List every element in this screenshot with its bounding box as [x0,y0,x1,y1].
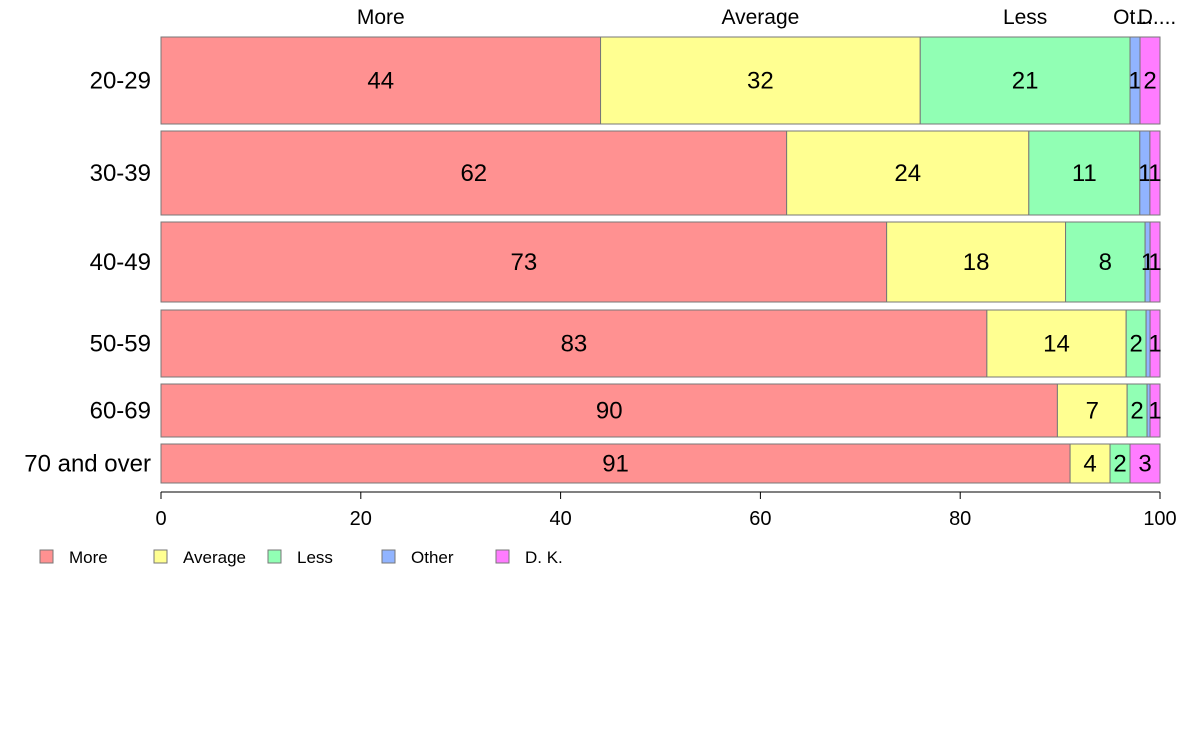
bar-d-k-50-59 [1149,309,1161,378]
top-label: D.... [1138,6,1177,29]
data-label: 8 [1099,249,1112,276]
category-labels: 20-29 30-39 40-49 50-59 60-69 70 and over [24,68,151,478]
data-label: 24 [894,160,921,187]
x-tick-label: 60 [749,508,771,530]
data-label: 18 [963,249,990,276]
data-label: 32 [747,68,774,95]
bar-less-40-49 [1065,221,1146,303]
bar-less-30-39 [1028,130,1141,216]
data-label: 4 [1083,451,1096,478]
data-label: 7 [1086,398,1099,425]
data-label: 44 [367,68,394,95]
legend-label: Less [297,548,333,567]
data-label: 1 [1148,249,1161,276]
legend: More Average Less Other D. K. [39,548,563,567]
data-label: 83 [561,331,588,358]
top-label: Average [721,6,799,29]
x-tick-label: 80 [949,508,971,530]
x-tick-label: 20 [350,508,372,530]
top-label: Less [1003,6,1047,29]
category-label: 20-29 [90,68,151,95]
bar-d-k-40-49 [1149,221,1161,303]
data-label: 14 [1043,331,1070,358]
bar-more-40-49 [160,221,888,303]
top-label: Ot... [1113,6,1153,29]
data-label: 1 [1148,331,1161,358]
data-label: 73 [510,249,537,276]
top-label: More [357,6,405,29]
data-label: 1 [1148,160,1161,187]
bar-d-k-70-and-over [1129,443,1161,484]
legend-label: More [69,548,108,567]
data-label: 2 [1143,68,1156,95]
top-labels: More Average Less Ot...D.... [357,6,1176,29]
bar-d-k-30-39 [1149,130,1161,216]
bar-d-k-60-69 [1149,383,1161,438]
bar-more-60-69 [160,383,1058,438]
legend-label: D. K. [525,548,563,567]
legend-swatch [39,549,54,564]
data-label: 1 [1128,68,1141,95]
legend-swatch [495,549,510,564]
x-tick-label: 0 [155,508,166,530]
data-label: 91 [602,451,629,478]
x-axis: 0 20 40 60 80 100 [155,491,1177,530]
x-tick-label: 40 [549,508,571,530]
x-tick-label: 100 [1143,508,1176,530]
bar-average-60-69 [1056,383,1128,438]
category-label: 50-59 [90,331,151,358]
legend-label: Other [411,548,454,567]
data-label: 1 [1148,398,1161,425]
data-label: 1 [1138,160,1151,187]
legend-swatch [153,549,168,564]
bar-more-50-59 [160,309,988,378]
bar-average-20-29 [600,36,921,125]
data-label: 3 [1138,451,1151,478]
legend-swatch [381,549,396,564]
data-label: 90 [596,398,623,425]
data-label: 2 [1129,331,1142,358]
category-label: 30-39 [90,160,151,187]
bar-more-70-and-over [160,443,1071,484]
category-label: 60-69 [90,398,151,425]
bar-d-k-20-29 [1139,36,1161,125]
legend-swatch [267,549,282,564]
bar-average-50-59 [986,309,1127,378]
data-label: 62 [460,160,487,187]
data-label: 2 [1130,398,1143,425]
data-label: 21 [1012,68,1039,95]
data-label: 2 [1113,451,1126,478]
legend-label: Average [183,548,246,567]
category-label: 70 and over [24,451,151,478]
data-label: 11 [1072,160,1097,187]
category-label: 40-49 [90,249,151,276]
